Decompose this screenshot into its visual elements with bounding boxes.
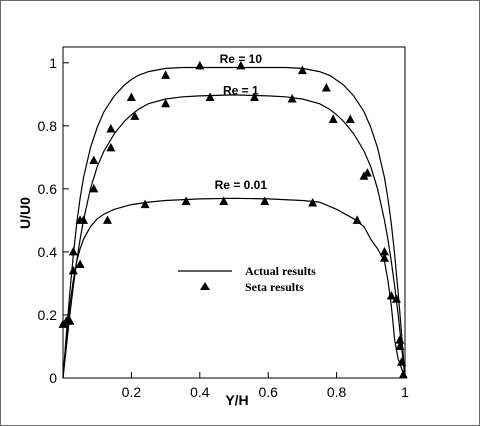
data-point-re-1 — [130, 111, 140, 120]
x-tick-label: 0.2 — [122, 384, 142, 400]
series-line-re-1 — [62, 94, 406, 379]
legend-label-seta: Seta results — [245, 280, 304, 294]
curve-labels: Re = 10 Re = 1 Re = 0.01 — [215, 52, 268, 192]
y-tick-label: 0.8 — [38, 118, 58, 134]
data-point-re-0-01 — [379, 253, 389, 262]
data-point-re-1 — [287, 94, 297, 103]
y-tick-label: 1 — [49, 55, 57, 71]
data-point-re-10 — [195, 60, 205, 70]
y-tick-label: 0.6 — [38, 181, 58, 197]
data-point-re-0-01 — [68, 265, 78, 275]
data-point-re-1 — [397, 357, 407, 366]
data-point-re-1 — [161, 98, 171, 108]
data-point-re-10 — [236, 60, 246, 70]
y-tick-label: 0.2 — [38, 307, 58, 323]
curve-label-re-10: Re = 10 — [220, 52, 263, 66]
data-point-re-1 — [106, 142, 116, 152]
plot-area-border — [62, 46, 406, 379]
data-point-re-10 — [89, 155, 99, 164]
data-point-re-10 — [106, 123, 116, 133]
x-tick-label: 0.8 — [327, 384, 347, 400]
curve-label-re-1: Re = 1 — [223, 83, 259, 97]
data-point-re-1 — [362, 168, 372, 177]
data-point-re-10 — [386, 291, 396, 300]
x-tick-label: 1 — [401, 384, 409, 400]
data-point-re-0-01 — [352, 215, 362, 224]
axis-ticks: 0.2 0.4 0.6 0.8 1 0 0.2 0.4 0.6 0.8 1 — [38, 55, 410, 400]
legend-triangle-swatch — [200, 282, 210, 290]
legend-label-actual: Actual results — [245, 264, 316, 278]
data-point-re-1 — [75, 259, 85, 269]
data-point-re-1 — [205, 92, 215, 101]
data-point-re-10 — [345, 114, 355, 124]
data-point-re-0-01 — [140, 199, 150, 209]
data-point-re-0-01 — [219, 196, 229, 205]
legend: Actual results Seta results — [178, 264, 316, 294]
data-point-re-0-01 — [395, 341, 405, 350]
data-point-re-10 — [126, 92, 136, 101]
y-tick-label: 0.4 — [38, 244, 58, 260]
data-point-re-0-01 — [102, 215, 112, 224]
data-point-re-1 — [65, 316, 75, 325]
data-point-re-0-01 — [398, 369, 408, 379]
data-point-re-0-01 — [58, 319, 68, 328]
data-point-re-10 — [68, 246, 78, 256]
data-point-re-1 — [379, 246, 389, 256]
curve-label-re-0-01: Re = 0.01 — [215, 178, 268, 192]
data-point-re-10 — [395, 335, 405, 344]
data-point-re-10 — [161, 70, 171, 79]
data-point-re-10 — [297, 65, 307, 75]
data-point-re-0-01 — [181, 196, 191, 205]
data-point-re-1 — [89, 183, 99, 193]
y-axis-label: U/U0 — [17, 197, 33, 229]
data-point-re-0-01 — [79, 215, 89, 224]
data-point-re-0-01 — [308, 198, 318, 207]
x-tick-label: 0.4 — [190, 384, 210, 400]
series-markers — [58, 60, 408, 379]
y-tick-label: 0 — [49, 370, 57, 386]
x-tick-label: 0.6 — [258, 384, 278, 400]
series-line-re-10 — [62, 66, 406, 379]
data-point-re-1 — [391, 294, 401, 303]
data-point-re-1 — [328, 114, 338, 124]
data-point-re-0-01 — [260, 196, 270, 205]
data-point-re-10 — [321, 82, 331, 92]
series-line-re-0-01 — [62, 197, 406, 379]
x-axis-label: Y/H — [225, 392, 248, 408]
data-point-re-1 — [250, 92, 260, 101]
